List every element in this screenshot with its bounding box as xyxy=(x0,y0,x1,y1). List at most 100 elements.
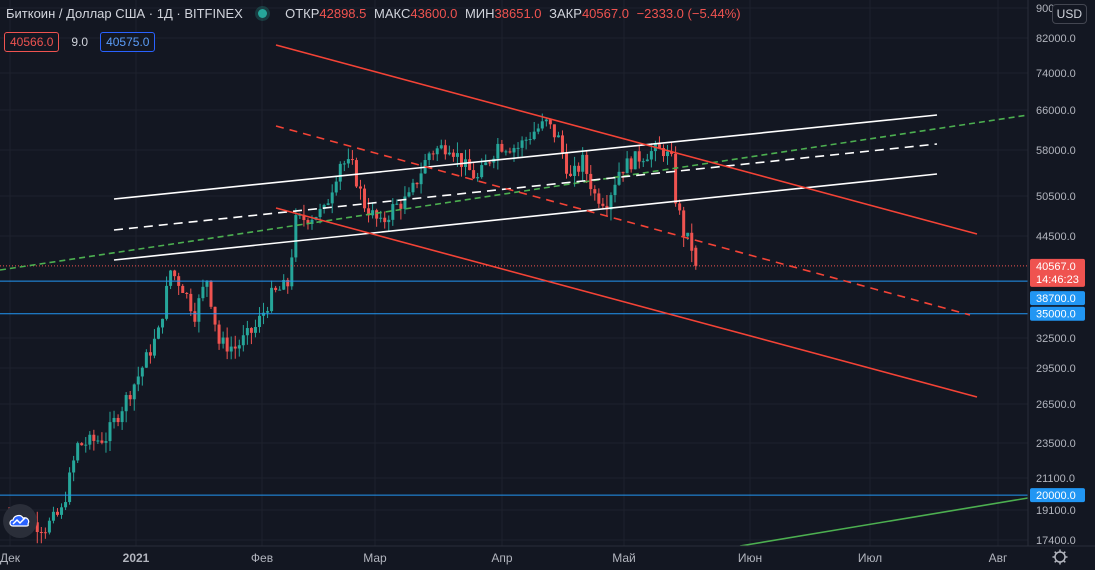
channel-upper-line[interactable] xyxy=(113,114,938,200)
candle-body xyxy=(350,159,354,161)
red-upper-trendline[interactable] xyxy=(275,44,978,235)
candle-body xyxy=(358,186,362,189)
candle-body xyxy=(35,522,39,533)
candle-body xyxy=(120,411,124,423)
green-dashed-trendline[interactable] xyxy=(0,114,1029,271)
candle-body xyxy=(217,324,221,344)
settings-gear-icon[interactable] xyxy=(1052,549,1068,565)
low-label: МИН xyxy=(464,6,495,21)
candle-body xyxy=(229,346,233,352)
level-38700-tag xyxy=(1030,291,1085,306)
candle-body xyxy=(310,219,314,225)
candle-body xyxy=(249,328,253,333)
price-tick-label: 23500.0 xyxy=(1036,438,1076,450)
red-middle-trendline[interactable] xyxy=(275,125,971,316)
candle-body xyxy=(520,140,524,148)
candle-body xyxy=(435,148,439,155)
candle-body xyxy=(237,345,241,349)
candle-body xyxy=(455,153,459,157)
price-tick-label: 32500.0 xyxy=(1036,333,1076,345)
candle-body xyxy=(585,154,589,174)
candle-body xyxy=(391,204,395,220)
candle-body xyxy=(468,159,472,171)
tradingview-logo[interactable] xyxy=(3,504,37,538)
candle-body xyxy=(152,338,156,356)
candle-body xyxy=(387,219,391,223)
candle-body xyxy=(621,171,625,174)
candle-body xyxy=(508,151,512,153)
candle-body xyxy=(80,443,84,446)
candle-body xyxy=(116,417,120,423)
candle-body xyxy=(294,215,298,258)
candle-body xyxy=(326,203,330,205)
candle-body xyxy=(544,119,548,122)
candle-body xyxy=(282,279,286,290)
candle-body xyxy=(694,247,698,266)
high-value: 43600.0 xyxy=(410,6,458,21)
level-20000-tag xyxy=(1030,488,1085,503)
candle-body xyxy=(661,148,665,157)
candle-body xyxy=(645,159,649,162)
candle-body xyxy=(500,143,504,152)
channel-lower-line[interactable] xyxy=(113,173,938,261)
candle-body xyxy=(597,193,601,204)
candle-body xyxy=(552,124,556,138)
candle-body xyxy=(298,214,302,216)
time-tick-label: Фев xyxy=(251,551,273,565)
candle-body xyxy=(657,144,661,149)
candle-body xyxy=(407,192,411,197)
candle-body xyxy=(270,287,274,312)
candle-body xyxy=(185,292,189,294)
candle-body xyxy=(96,440,100,442)
candle-body xyxy=(625,158,629,174)
red-lower-trendline[interactable] xyxy=(275,207,978,398)
candle-body xyxy=(641,161,645,163)
sell-button[interactable]: 40566.0 xyxy=(4,32,60,52)
candle-body xyxy=(367,208,371,216)
currency-button[interactable]: USD xyxy=(1051,4,1087,24)
candle-body xyxy=(451,152,455,157)
candle-body xyxy=(496,143,500,159)
candle-body xyxy=(443,145,447,155)
candle-body xyxy=(532,131,536,140)
candle-body xyxy=(257,315,261,328)
time-axis[interactable] xyxy=(0,546,1095,570)
candle-body xyxy=(60,507,64,515)
cloud-icon xyxy=(9,514,30,527)
candle-body xyxy=(371,210,375,216)
symbol-title[interactable]: Биткоин / Доллар США · 1Д · BITFINEX xyxy=(6,6,243,21)
candle-body xyxy=(132,384,136,400)
candle-body xyxy=(565,152,569,174)
last-price-tag-text: 14:46:23 xyxy=(1036,274,1079,286)
candle-body xyxy=(670,151,674,154)
candle-body xyxy=(233,346,237,349)
candle-body xyxy=(601,203,605,206)
candle-body xyxy=(92,434,96,441)
candle-body xyxy=(560,135,564,153)
green-trendline[interactable] xyxy=(739,497,1029,547)
candle-body xyxy=(678,203,682,211)
candle-body xyxy=(504,151,508,153)
time-tick-label: 2021 xyxy=(123,551,150,565)
candle-body xyxy=(148,352,152,356)
price-tick-label: 58000.0 xyxy=(1036,145,1076,157)
candle-body xyxy=(318,208,322,218)
candle-body xyxy=(379,217,383,219)
buy-button[interactable]: 40575.0 xyxy=(100,32,156,52)
channel-middle-line[interactable] xyxy=(113,143,938,231)
price-tick-label: 82000.0 xyxy=(1036,33,1076,45)
candle-body xyxy=(447,152,451,155)
open-label: ОТКР xyxy=(285,6,320,21)
candle-body xyxy=(144,352,148,368)
candle-body xyxy=(342,163,346,165)
candle-body xyxy=(548,119,552,125)
candle-body xyxy=(577,165,581,172)
candle-body xyxy=(165,285,169,319)
candle-body xyxy=(666,151,670,157)
candle-body xyxy=(39,532,43,534)
time-tick-label: Дек xyxy=(0,551,21,565)
candle-body xyxy=(43,532,47,534)
candle-body xyxy=(286,279,290,287)
